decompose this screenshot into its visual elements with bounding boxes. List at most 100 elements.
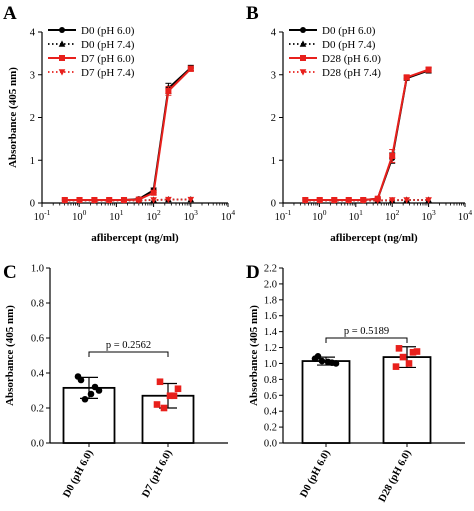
x-tick-label: 100	[312, 208, 327, 223]
x-tick-base: 10	[421, 212, 432, 223]
y-tick-label: 0.8	[31, 299, 44, 310]
x-tick-label: 102	[385, 208, 400, 223]
data-point	[311, 355, 319, 362]
y-tick-label: 0.6	[264, 391, 277, 402]
y-tick-label: 0.0	[264, 439, 277, 450]
y-tick-label: 0.4	[264, 407, 278, 418]
data-point	[389, 152, 396, 159]
data-point	[165, 87, 172, 94]
x-category-label: D0 (pH 6.0)	[61, 448, 95, 500]
legend-entry: D28 (pH 6.0)	[289, 53, 381, 65]
x-tick-exponent: 4	[231, 208, 235, 217]
x-tick-exponent: 1	[359, 208, 363, 217]
x-tick-exponent: 0	[323, 208, 327, 217]
x-tick-exponent: 4	[468, 208, 472, 217]
x-tick-exponent: -1	[44, 208, 50, 217]
x-tick-label: 100	[72, 208, 87, 223]
x-tick-label: 101	[349, 208, 364, 223]
panel-d: D 0.0 0.2 0.4 0.6 0.8 1.0 1.2 1.4 1.6 1.8 2.0 2.2 Abs…	[246, 262, 465, 504]
data-point	[95, 387, 103, 394]
data-point	[359, 197, 367, 205]
data-point	[166, 392, 174, 400]
data-point	[316, 197, 324, 205]
data-point	[395, 345, 403, 352]
x-axis-title: aflibercept (ng/ml)	[330, 232, 418, 244]
x-tick-label: 104	[458, 208, 473, 223]
legend-marker	[300, 27, 306, 33]
x-category-label: D7 (pH 6.0)	[140, 448, 174, 500]
legend-entry: D28 (pH 7.4)	[289, 67, 381, 79]
y-tick-label: 0	[30, 199, 35, 210]
x-tick-label: 103	[184, 208, 199, 223]
x-category-label: D0 (pH 6.0)	[298, 448, 332, 500]
data-point	[156, 378, 164, 386]
bar-group	[301, 352, 351, 444]
data-point	[409, 349, 417, 356]
x-tick-label: 101	[109, 208, 124, 223]
x-tick-base: 10	[385, 212, 396, 223]
x-tick-exponent: 2	[396, 208, 400, 217]
data-point	[165, 196, 172, 204]
bar	[382, 356, 432, 444]
legend-marker	[299, 69, 307, 76]
y-tick-label: 2	[271, 113, 276, 124]
y-tick-label: 1	[271, 156, 276, 167]
legend-marker	[58, 40, 66, 47]
data-point	[318, 357, 326, 365]
data-point	[91, 197, 98, 205]
x-tick-base: 10	[184, 212, 195, 223]
legend-label: D0 (pH 7.4)	[322, 39, 376, 51]
x-tick-base: 10	[72, 212, 83, 223]
legend-label: D28 (pH 7.4)	[322, 67, 381, 79]
data-point	[150, 189, 157, 196]
x-axis-title: aflibercept (ng/ml)	[91, 232, 179, 244]
bar	[301, 360, 351, 444]
legend-marker	[59, 55, 65, 61]
panel-letter: D	[246, 262, 260, 283]
data-point	[187, 65, 194, 72]
significance-bracket	[88, 351, 169, 357]
y-axis-title: Absorbance (405 nm)	[7, 67, 19, 168]
p-value-annotation: p = 0.5189	[344, 326, 389, 337]
data-point	[403, 74, 410, 81]
legend-marker	[299, 40, 307, 47]
data-point	[374, 197, 382, 205]
data-point	[392, 363, 400, 370]
data-point	[76, 197, 83, 205]
p-value-annotation: p = 0.2562	[106, 340, 151, 351]
bar-group	[62, 373, 116, 444]
legend-label: D28 (pH 6.0)	[322, 53, 381, 65]
y-tick-label: 1.2	[264, 343, 277, 354]
bar-group	[141, 378, 195, 444]
data-point	[153, 401, 161, 408]
y-tick-label: 1	[30, 156, 35, 167]
data-point	[87, 390, 95, 398]
legend-entry: D0 (pH 6.0)	[48, 25, 135, 37]
y-tick-label: 1.4	[264, 327, 278, 338]
x-tick-label: 10-1	[34, 208, 51, 223]
x-tick-exponent: 3	[432, 208, 436, 217]
y-tick-label: 3	[271, 70, 276, 81]
legend-label: D0 (pH 6.0)	[81, 25, 135, 37]
y-tick-label: 0	[271, 199, 276, 210]
legend-entry: D0 (pH 7.4)	[289, 39, 376, 51]
y-tick-label: 0.4	[31, 369, 45, 380]
y-tick-label: 1.8	[264, 295, 277, 306]
series-line	[305, 68, 429, 202]
legend-label: D0 (pH 6.0)	[322, 25, 376, 37]
data-point	[302, 197, 309, 205]
data-point	[170, 392, 178, 400]
panel-c: C 0.0 0.2 0.4 0.6 0.8 1.0 Absorbance (405 nm) D0…	[3, 262, 228, 500]
data-point	[425, 66, 432, 73]
legend-entry: D0 (pH 6.0)	[289, 25, 376, 37]
data-point	[120, 197, 128, 205]
legend-marker	[300, 55, 306, 61]
significance-bracket	[325, 337, 408, 343]
legend-label: D7 (pH 7.4)	[81, 67, 135, 79]
x-tick-base: 10	[312, 212, 323, 223]
legend-marker	[58, 69, 66, 76]
y-axis-title: Absorbance (405 nm)	[4, 305, 16, 406]
y-tick-label: 0.6	[31, 334, 44, 345]
